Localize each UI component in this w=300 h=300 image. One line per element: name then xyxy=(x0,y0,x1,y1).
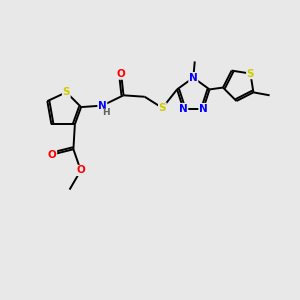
Text: N: N xyxy=(179,103,188,113)
Text: O: O xyxy=(76,166,85,176)
Text: S: S xyxy=(247,69,254,79)
Text: S: S xyxy=(159,103,166,113)
Text: N: N xyxy=(199,103,208,113)
Text: H: H xyxy=(102,108,110,117)
Text: N: N xyxy=(189,73,198,82)
Text: N: N xyxy=(98,100,107,111)
Text: S: S xyxy=(63,87,70,97)
Text: O: O xyxy=(117,69,125,79)
Text: O: O xyxy=(48,150,57,160)
